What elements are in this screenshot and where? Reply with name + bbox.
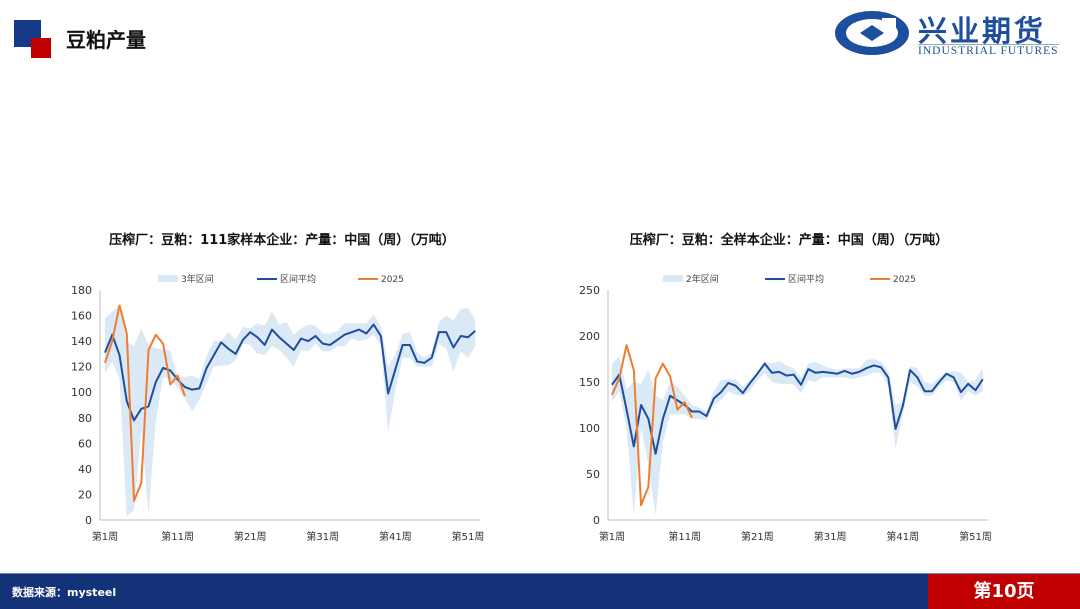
y-tick-label: 160: [71, 310, 92, 323]
y-tick-label: 100: [71, 386, 92, 399]
y-tick-label: 80: [78, 412, 92, 425]
chart-title: 压榨厂：豆粕：全样本企业：产量：中国（周）（万吨）: [630, 232, 949, 248]
x-tick-label: 第41周: [379, 530, 412, 543]
legend-band-swatch: [663, 275, 683, 282]
y-tick-label: 0: [85, 514, 92, 527]
footer-bar: 数据来源：mysteel 第10页: [0, 573, 1080, 609]
legend-series-label: 2025: [381, 275, 404, 285]
legend: 3年区间 区间平均 2025: [158, 273, 404, 285]
y-tick-label: 50: [586, 468, 600, 481]
x-tick-label: 第31周: [814, 530, 847, 543]
x-tick-label: 第51周: [452, 530, 485, 543]
data-source: 数据来源：mysteel: [12, 584, 116, 600]
x-tick-label: 第51周: [959, 530, 992, 543]
y-tick-label: 60: [78, 437, 92, 450]
y-tick-label: 140: [71, 335, 92, 348]
chart-2: 压榨厂：豆粕：全样本企业：产量：中国（周）（万吨） 2年区间 区间平均 2025 0 50…: [579, 232, 992, 543]
legend-band-swatch: [158, 275, 178, 282]
chart-title: 压榨厂：豆粕：111家样本企业：产量：中国（周）（万吨）: [109, 232, 455, 248]
y-tick-label: 120: [71, 361, 92, 374]
x-tick-label: 第1周: [92, 530, 118, 543]
x-tick-label: 第31周: [306, 530, 339, 543]
y-tick-label: 180: [71, 284, 92, 297]
y-tick-label: 20: [78, 488, 92, 501]
legend-band-label: 3年区间: [181, 273, 214, 285]
legend-band-label: 2年区间: [686, 273, 719, 285]
y-tick-label: 250: [579, 284, 600, 297]
page-number: 第10页: [928, 574, 1080, 609]
legend-series-label: 2025: [893, 275, 916, 285]
y-tick-label: 150: [579, 376, 600, 389]
x-tick-label: 第11周: [668, 530, 701, 543]
legend-series-label: 区间平均: [788, 273, 824, 285]
legend: 2年区间 区间平均 2025: [663, 273, 916, 285]
y-tick-label: 0: [593, 514, 600, 527]
range-band: [105, 305, 475, 516]
x-tick-label: 第11周: [161, 530, 194, 543]
x-tick-label: 第1周: [599, 530, 625, 543]
y-tick-label: 100: [579, 422, 600, 435]
chart-1: 压榨厂：豆粕：111家样本企业：产量：中国（周）（万吨） 3年区间 区间平均 2025…: [71, 232, 484, 543]
y-tick-label: 40: [78, 463, 92, 476]
y-tick-label: 200: [579, 330, 600, 343]
x-tick-label: 第41周: [886, 530, 919, 543]
x-tick-label: 第21周: [741, 530, 774, 543]
legend-series-label: 区间平均: [280, 273, 316, 285]
x-tick-label: 第21周: [234, 530, 267, 543]
